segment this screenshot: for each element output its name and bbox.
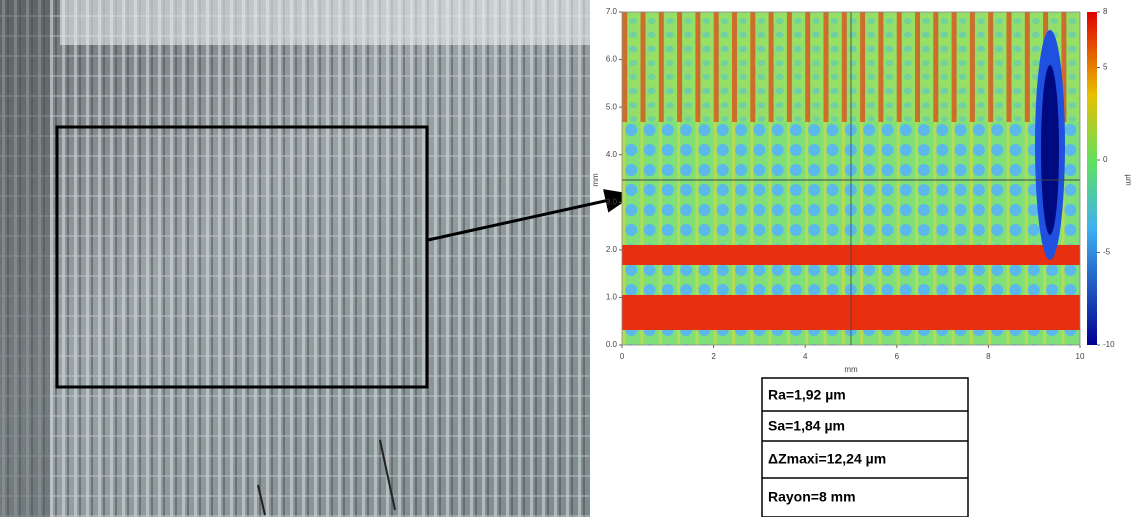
y-tick-label: 0.0: [606, 340, 618, 349]
colorbar-label: µm: [1124, 174, 1133, 186]
y-tick-label: 4.0: [606, 150, 618, 159]
x-tick-label: 6: [895, 352, 900, 361]
table-row: Sa=1,84 µm: [768, 418, 845, 434]
x-tick-label: 0: [620, 352, 625, 361]
y-tick-label: 5.0: [606, 102, 618, 111]
colorbar-tick-label: -5: [1103, 248, 1111, 257]
table-row: ΔZmaxi=12,24 µm: [768, 451, 886, 467]
y-tick-label: 2.0: [606, 245, 618, 254]
y-tick-label: 1.0: [606, 293, 618, 302]
y-tick-label: 7.0: [606, 7, 618, 16]
table-row: Ra=1,92 µm: [768, 387, 846, 403]
colorbar-tick-label: 0: [1103, 155, 1108, 164]
x-tick-label: 10: [1076, 352, 1085, 361]
y-tick-label: 6.0: [606, 55, 618, 64]
arrow: [427, 189, 635, 242]
y-axis-label: mm: [591, 173, 600, 187]
colorbar: [1087, 12, 1097, 345]
surface-map: mm mm µm 0 2 4 6 8 10 0.0 1.0 2.0 3.0 4.0 5.0 6.0 7.0…: [591, 7, 1133, 374]
colorbar-tick-label: 5: [1103, 63, 1108, 72]
y-tick-label: 3.0: [606, 197, 618, 206]
x-tick-label: 2: [711, 352, 716, 361]
x-tick-label: 8: [986, 352, 991, 361]
roughness-table: Ra=1,92 µm Sa=1,84 µm ΔZmaxi=12,24 µm Ra…: [761, 377, 969, 518]
colorbar-tick-label: 8: [1103, 7, 1108, 16]
x-axis-label: mm: [844, 365, 858, 374]
colorbar-tick-label: -10: [1103, 340, 1115, 349]
photo: [0, 0, 590, 517]
x-tick-label: 4: [803, 352, 808, 361]
table-row: Rayon=8 mm: [768, 489, 856, 505]
